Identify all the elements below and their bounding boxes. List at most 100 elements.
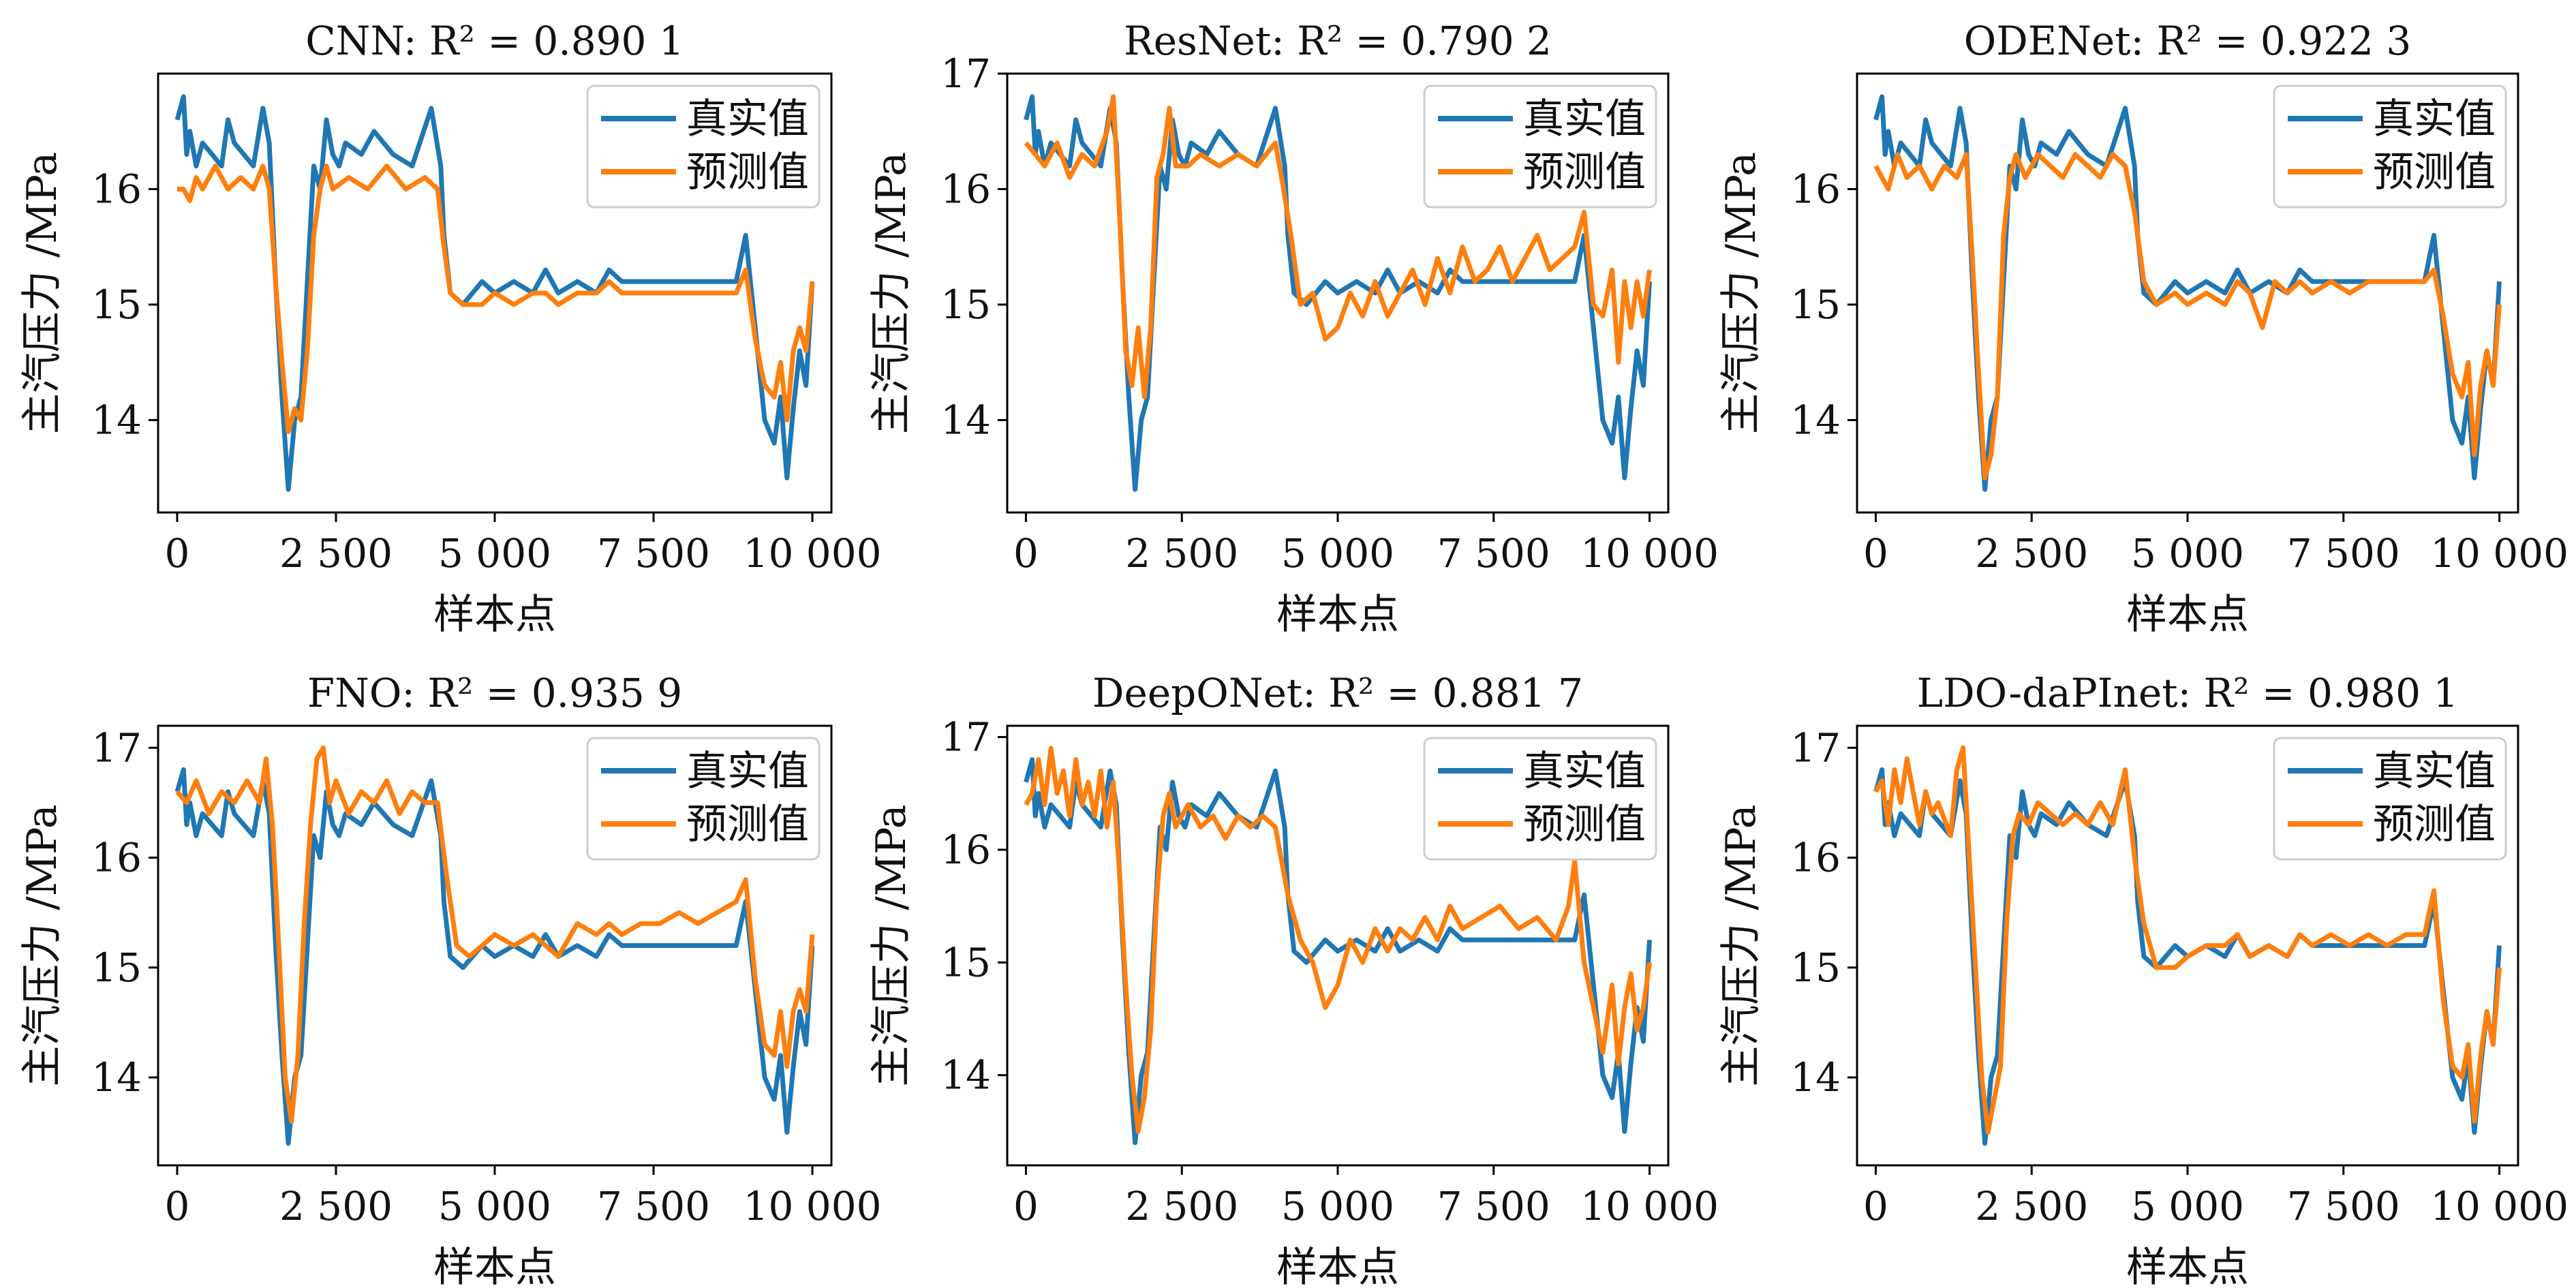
y-tick-label: 17	[940, 50, 991, 97]
y-tick-label: 16	[940, 166, 991, 212]
x-tick-label: 10 000	[1580, 1183, 1719, 1229]
subplot-1: 0 2 500 5 000 7 500 10 000 14 15 16 CNN: R² = 0.…	[18, 18, 882, 639]
x-axis-label: 样本点	[2126, 1244, 2249, 1288]
y-tick-label: 15	[940, 281, 991, 328]
x-tick-label: 7 500	[1437, 1183, 1550, 1229]
y-tick-label: 14	[940, 397, 991, 443]
x-tick-label: 2 500	[1975, 1183, 2088, 1229]
x-tick-label: 10 000	[1580, 530, 1719, 577]
y-axis-label: 主汽压力 /MPa	[18, 804, 66, 1086]
legend-label-predicted: 预测值	[686, 801, 809, 848]
legend-label-true: 真实值	[2373, 748, 2496, 795]
x-tick-label: 7 500	[2287, 530, 2400, 577]
x-tick-label: 10 000	[743, 1183, 882, 1229]
x-tick-label: 2 500	[1125, 530, 1238, 577]
y-axis-label: 主汽压力 /MPa	[868, 152, 915, 434]
x-axis-label: 样本点	[433, 1244, 556, 1288]
y-tick-label: 16	[91, 166, 142, 212]
x-tick-label: 5 000	[2131, 1183, 2244, 1229]
y-tick-label: 14	[91, 1054, 142, 1101]
y-tick-label: 14	[940, 1052, 991, 1099]
legend-label-predicted: 预测值	[1523, 149, 1646, 196]
x-tick-label: 2 500	[1975, 530, 2088, 577]
y-tick-label: 14	[1790, 1054, 1841, 1101]
true-value-line	[1873, 94, 2502, 492]
x-tick-label: 5 000	[438, 530, 551, 577]
legend-label-true: 真实值	[686, 748, 809, 795]
y-tick-label: 15	[940, 939, 991, 985]
y-tick-label: 17	[940, 714, 991, 761]
x-tick-label: 10 000	[2430, 1183, 2569, 1229]
x-tick-label: 7 500	[597, 1183, 710, 1229]
x-tick-label: 7 500	[2287, 1183, 2400, 1229]
subplot-6: 0 2 500 5 000 7 500 10 000 14 15 16 17 LDO-daPIne…	[1717, 670, 2569, 1288]
x-tick-label: 0	[165, 530, 190, 577]
y-axis-label: 主汽压力 /MPa	[1717, 152, 1765, 434]
legend-label-predicted: 预测值	[686, 149, 809, 196]
x-tick-label: 0	[1863, 1183, 1888, 1229]
legend-label-true: 真实值	[1523, 95, 1646, 143]
y-axis-label: 主汽压力 /MPa	[868, 804, 915, 1086]
subplot-title: CNN: R² = 0.890 1	[305, 18, 684, 64]
x-tick-label: 5 000	[438, 1183, 551, 1229]
x-tick-label: 5 000	[1281, 1183, 1394, 1229]
x-tick-label: 10 000	[2430, 530, 2569, 577]
subplot-title: FNO: R² = 0.935 9	[307, 670, 682, 716]
subplot-3: 0 2 500 5 000 7 500 10 000 14 15 16 ODENet: R² =…	[1717, 18, 2569, 639]
y-tick-label: 16	[1790, 835, 1841, 881]
x-tick-label: 0	[1863, 530, 1888, 577]
x-tick-label: 2 500	[1125, 1183, 1238, 1229]
y-tick-label: 15	[1790, 945, 1841, 991]
predicted-value-line	[175, 745, 815, 1124]
subplot-4: 0 2 500 5 000 7 500 10 000 14 15 16 17 FNO: R² = …	[18, 670, 882, 1288]
subplot-2: 0 2 500 5 000 7 500 10 000 14 15 16 17 ResNet: R²…	[868, 18, 1719, 639]
predicted-value-line	[1024, 746, 1652, 1134]
subplot-title: ResNet: R² = 0.790 2	[1124, 18, 1552, 64]
predicted-value-line	[1024, 94, 1652, 399]
y-tick-label: 15	[1790, 281, 1841, 328]
x-tick-label: 7 500	[1437, 530, 1550, 577]
y-tick-label: 17	[1790, 724, 1841, 771]
x-tick-label: 2 500	[279, 530, 393, 577]
x-tick-label: 0	[165, 1183, 190, 1229]
legend-label-true: 真实值	[686, 95, 809, 143]
y-tick-label: 16	[91, 835, 142, 881]
y-tick-label: 14	[1790, 397, 1841, 443]
subplot-5: 0 2 500 5 000 7 500 10 000 14 15 16 17 DeepONet: …	[868, 670, 1719, 1288]
legend-label-predicted: 预测值	[2373, 801, 2496, 848]
x-tick-label: 0	[1013, 1183, 1039, 1229]
predicted-value-line	[1873, 745, 2502, 1135]
x-axis-label: 样本点	[1276, 1244, 1399, 1288]
x-tick-label: 2 500	[279, 1183, 393, 1229]
true-value-line	[174, 767, 815, 1146]
y-tick-label: 16	[1790, 166, 1841, 212]
subplot-title: LDO-daPInet: R² = 0.980 1	[1917, 670, 2459, 716]
subplot-title: DeepONet: R² = 0.881 7	[1092, 670, 1583, 716]
x-axis-label: 样本点	[1276, 591, 1399, 639]
x-axis-label: 样本点	[433, 591, 556, 639]
x-tick-label: 5 000	[1281, 530, 1394, 577]
predicted-value-line	[1873, 152, 2502, 480]
y-tick-label: 15	[91, 945, 142, 991]
x-tick-label: 0	[1013, 530, 1039, 577]
x-axis-label: 样本点	[2126, 591, 2249, 639]
x-tick-label: 10 000	[743, 530, 882, 577]
y-axis-label: 主汽压力 /MPa	[1717, 804, 1765, 1086]
legend-label-predicted: 预测值	[1523, 801, 1646, 848]
y-tick-label: 15	[91, 281, 142, 328]
y-axis-label: 主汽压力 /MPa	[18, 152, 66, 434]
legend-label-predicted: 预测值	[2373, 149, 2496, 196]
x-tick-label: 5 000	[2131, 530, 2244, 577]
legend-label-true: 真实值	[1523, 748, 1646, 795]
predicted-value-line	[177, 164, 815, 434]
subplot-title: ODENet: R² = 0.922 3	[1964, 18, 2412, 64]
legend-label-true: 真实值	[2373, 95, 2496, 143]
y-tick-label: 14	[91, 397, 142, 443]
